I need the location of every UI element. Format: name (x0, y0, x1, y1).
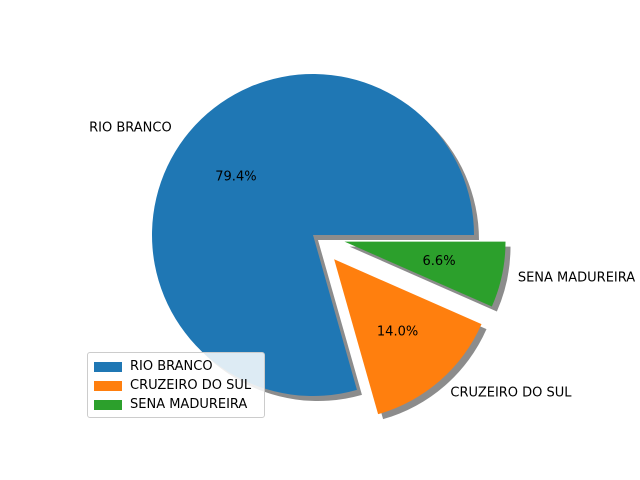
slice-percent-label: 79.4% (215, 169, 256, 184)
slice-label: CRUZEIRO DO SUL (450, 385, 572, 400)
slice-label: SENA MADUREIRA (518, 271, 635, 286)
pie-slices (152, 73, 506, 415)
pie-slice (334, 259, 482, 415)
slice-percent-label: 6.6% (423, 254, 456, 269)
pie-slice (152, 73, 475, 396)
legend-label: SENA MADUREIRA (130, 397, 248, 412)
slice-label: RIO BRANCO (89, 121, 172, 136)
legend-swatch (94, 399, 122, 410)
legend-swatch (94, 380, 122, 391)
legend-label: CRUZEIRO DO SUL (130, 378, 252, 393)
legend-item: CRUZEIRO DO SUL (94, 376, 264, 395)
slice-percent-label: 14.0% (377, 325, 418, 340)
legend-label: RIO BRANCO (130, 359, 213, 374)
pie-labels: RIO BRANCO 79.4% CRUZEIRO DO SUL 14.0% SENA … (89, 121, 635, 401)
legend: RIO BRANCO CRUZEIRO DO SUL SENA MADUREIR… (87, 352, 265, 418)
legend-item: RIO BRANCO (94, 357, 264, 376)
legend-swatch (94, 361, 122, 372)
legend-item: SENA MADUREIRA (94, 395, 264, 414)
pie-slice (344, 241, 506, 307)
